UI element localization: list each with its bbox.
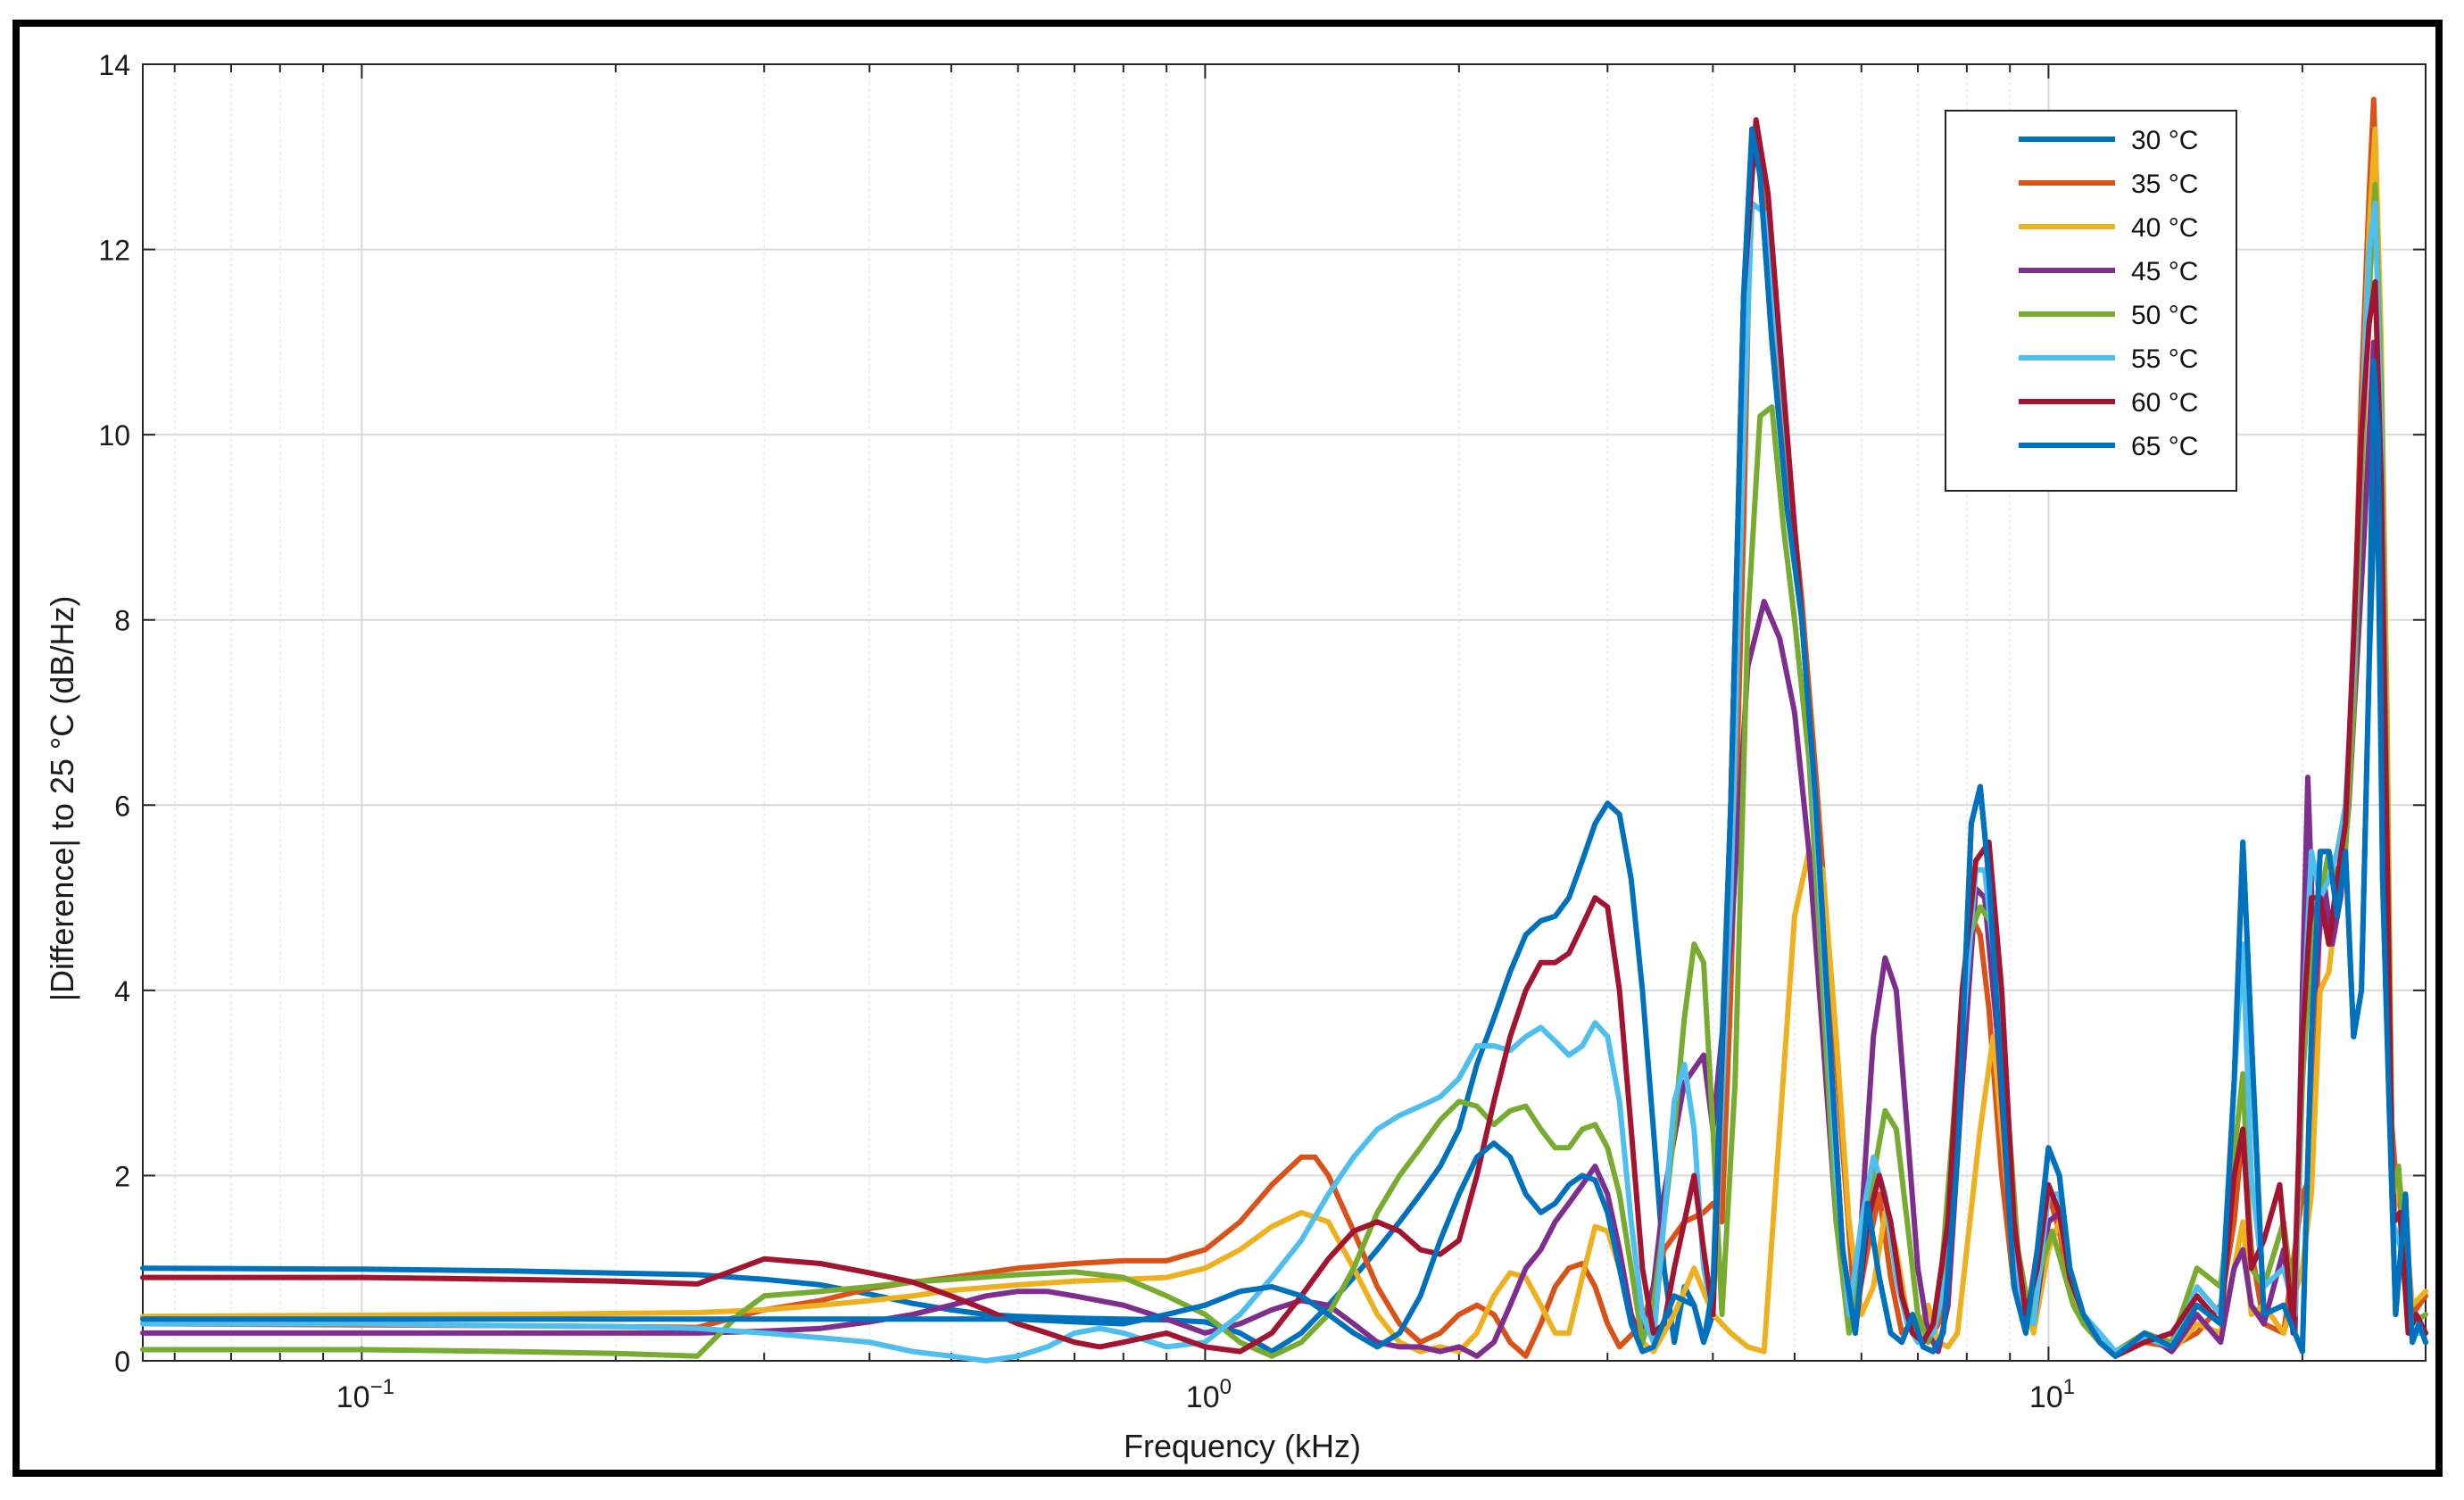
y-tick-label: 4 [114, 975, 130, 1007]
legend-label: 55 °C [2131, 344, 2198, 374]
x-axis-label: Frequency (kHz) [1124, 1428, 1361, 1464]
series-line-8 [140, 126, 2428, 1359]
legend: 30 °C 35 °C 40 °C 45 °C 50 °C 55 °C 60 °C 65 °C [1945, 110, 2237, 492]
series-lines [140, 96, 2428, 1363]
legend-label: 65 °C [2131, 432, 2198, 461]
x-tick-label: 10−1 [336, 1375, 394, 1414]
x-tick-label: 100 [1186, 1375, 1232, 1414]
y-tick-label: 10 [98, 419, 130, 452]
legend-label: 30 °C [2131, 126, 2198, 155]
legend-box [1945, 110, 2237, 492]
series-line-4 [140, 339, 2428, 1359]
y-tick-label: 0 [114, 1346, 130, 1378]
grid [143, 63, 2426, 1362]
y-tick-label: 14 [98, 49, 130, 81]
legend-label: 50 °C [2131, 301, 2198, 330]
legend-label: 45 °C [2131, 257, 2198, 286]
legend-label: 60 °C [2131, 388, 2198, 418]
plot-area [142, 63, 2427, 1362]
axis-ticks: 0 2 4 6 8 10 12 14 10−1 100 101 [98, 49, 2426, 1414]
y-tick-label: 2 [114, 1160, 130, 1192]
legend-label: 35 °C [2131, 170, 2198, 199]
y-tick-label: 6 [114, 790, 130, 822]
legend-label: 40 °C [2131, 213, 2198, 243]
x-tick-label: 101 [2029, 1375, 2075, 1414]
y-tick-label: 12 [98, 235, 130, 267]
y-tick-label: 8 [114, 605, 130, 637]
series-line-7 [140, 117, 2428, 1359]
y-axis-label: |Difference| to 25 °C (dB/Hz) [44, 596, 80, 1002]
